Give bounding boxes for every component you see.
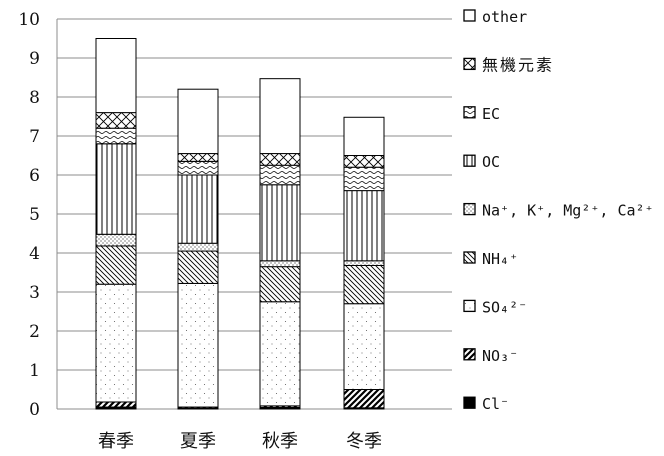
- bar-segment-ec-2: [177, 160, 219, 176]
- bar-segment-no-4: [343, 389, 385, 409]
- y-tick-label: 1: [29, 361, 40, 381]
- legend-swatch-na-k-mg-ca: [463, 202, 476, 216]
- y-tick-label: 5: [29, 205, 40, 225]
- bar-segment-oc-2: [177, 174, 219, 244]
- legend-swatch-other: [463, 9, 476, 22]
- legend-swatch-so: [463, 299, 476, 313]
- bar-segment-na-k-mg-ca-4: [343, 260, 385, 266]
- legend-swatch-series: [463, 57, 476, 71]
- bar-segment-series-4: [343, 155, 385, 168]
- bar-segment-nh-4: [343, 264, 385, 305]
- y-tick-label: 4: [29, 244, 40, 264]
- bar-segment-na-k-mg-ca-1: [95, 233, 137, 247]
- bar-segment-ec-4: [343, 166, 385, 192]
- y-tick-label: 0: [29, 400, 40, 420]
- y-tick-label: 9: [29, 49, 40, 69]
- legend-label-oc: OC: [482, 153, 500, 171]
- bar-segment-other-1: [95, 38, 137, 114]
- bar-segment-series-1: [95, 112, 137, 129]
- bar-segment-oc-1: [95, 143, 137, 235]
- x-category-label: 春季: [98, 431, 134, 452]
- bar-stack-1: [95, 38, 137, 410]
- y-tick-label: 6: [29, 166, 40, 186]
- legend-label-other: other: [482, 8, 527, 26]
- bar-segment-other-4: [343, 116, 385, 156]
- legend-label-nh: NH₄⁺: [482, 250, 518, 268]
- x-axis-categories: 春季 夏季 秋季 冬季: [98, 431, 382, 452]
- bar-stack-4: [343, 116, 385, 410]
- bar-segment-na-k-mg-ca-3: [259, 260, 301, 268]
- x-category-label: 夏季: [180, 431, 216, 452]
- bar-segment-nh-3: [259, 266, 301, 303]
- legend-swatch-no: [463, 348, 476, 361]
- bar-segment-ec-1: [95, 127, 137, 145]
- bar-segment-no-1: [95, 401, 137, 408]
- bar-segment-series-2: [177, 153, 219, 162]
- bars: [95, 38, 385, 410]
- bar-segment-other-3: [259, 78, 301, 155]
- legend-swatch-ec: [463, 106, 476, 119]
- y-tick-label: 7: [29, 127, 40, 147]
- bar-segment-so-2: [177, 282, 219, 408]
- bar-segment-oc-3: [259, 184, 301, 262]
- legend-swatch-nh: [463, 251, 476, 264]
- bar-segment-nh-2: [177, 250, 219, 284]
- y-axis: 0 1 2 3 4 5 6 7 8 9 10: [18, 10, 58, 420]
- bar-segment-so-1: [95, 283, 137, 403]
- bar-segment-so-3: [259, 301, 301, 407]
- y-tick-label: 2: [29, 322, 40, 342]
- bar-segment-ec-3: [259, 164, 301, 186]
- bar-segment-oc-4: [343, 190, 385, 262]
- bar-segment-other-2: [177, 88, 219, 155]
- legend: other 無機元素 EC OC Na⁺, K⁺, Mg²⁺, Ca²⁺ NH₄⁺ SO₄²…: [463, 8, 654, 413]
- legend-swatch-oc: [463, 154, 476, 167]
- legend-label-no: NO₃⁻: [482, 347, 518, 365]
- bar-stack-2: [177, 88, 219, 410]
- legend-label-ec: EC: [482, 105, 500, 123]
- bar-segment-series-3: [259, 153, 301, 166]
- x-category-label: 秋季: [262, 431, 298, 452]
- legend-swatch-cl: [463, 396, 476, 409]
- legend-label-cl: Cl⁻: [482, 395, 509, 413]
- y-tick-label: 3: [29, 283, 40, 303]
- legend-label-na-k-mg-ca: Na⁺, K⁺, Mg²⁺, Ca²⁺: [482, 202, 654, 220]
- bar-stack-3: [259, 78, 301, 410]
- bar-segment-nh-1: [95, 245, 137, 285]
- bar-segment-so-4: [343, 303, 385, 391]
- y-tick-label: 10: [18, 10, 40, 30]
- legend-label-so: SO₄²⁻: [482, 298, 527, 316]
- bar-segment-na-k-mg-ca-2: [177, 242, 219, 252]
- y-tick-label: 8: [29, 88, 40, 108]
- legend-label-series: 無機元素: [482, 55, 554, 74]
- x-category-label: 冬季: [346, 431, 382, 452]
